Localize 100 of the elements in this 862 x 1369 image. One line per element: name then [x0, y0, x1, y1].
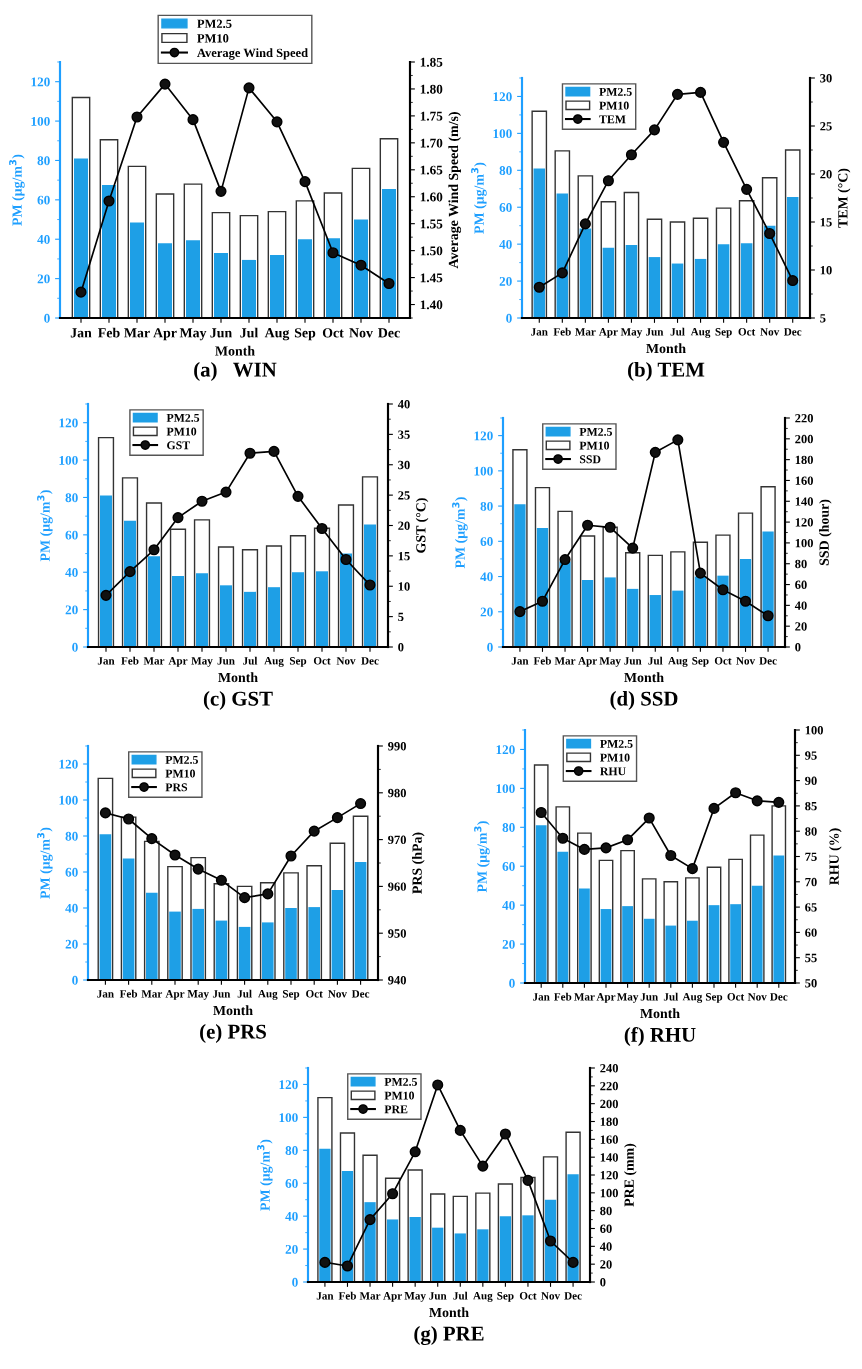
point — [364, 1214, 376, 1226]
point — [536, 595, 549, 607]
y2-tick-label: 200 — [795, 434, 813, 444]
bar — [242, 259, 256, 318]
point — [409, 1146, 421, 1158]
bar — [270, 254, 284, 318]
x-tick-label: Jun — [640, 993, 658, 1001]
bar — [649, 595, 661, 647]
x-tick-label: Jan — [533, 993, 550, 1001]
text: (g) PRE — [414, 1326, 484, 1346]
y2-tick-label: 15 — [820, 218, 832, 227]
y-tick-label: 80 — [65, 493, 78, 503]
bar — [354, 219, 368, 318]
y-tick-label: 120 — [59, 759, 78, 769]
y2-tick-label: 25 — [398, 491, 410, 500]
x-tick-label: Nov — [328, 990, 347, 998]
point — [268, 445, 280, 457]
y-tick-label: 0 — [506, 313, 512, 323]
bar — [331, 890, 344, 980]
point — [622, 834, 634, 846]
y-tick-label: 120 — [31, 77, 50, 87]
point — [477, 1160, 489, 1172]
y2-tick-label: 80 — [795, 559, 807, 569]
y-tick-label: 40 — [65, 568, 78, 577]
y-tick-label: 100 — [59, 455, 78, 465]
point — [187, 114, 199, 126]
bar — [671, 263, 684, 318]
x-tick-label: Jul — [240, 327, 259, 338]
bar — [708, 905, 720, 983]
point — [432, 1079, 444, 1091]
x-tick-label: Jun — [646, 328, 664, 336]
legend-label: PM2.5 — [599, 87, 632, 96]
point — [604, 521, 616, 533]
point — [123, 813, 135, 825]
x-axis-title: Month — [215, 345, 255, 356]
x-tick-label: Aug — [682, 993, 703, 1003]
bar — [74, 158, 88, 318]
point — [499, 1128, 511, 1140]
bar — [298, 239, 312, 318]
point — [762, 610, 774, 622]
bar — [454, 1233, 466, 1282]
y2-tick-label: 1.70 — [420, 138, 443, 148]
bar — [172, 575, 184, 647]
x-tick-label: Apr — [596, 993, 616, 1003]
x-tick-label: Jul — [648, 656, 663, 665]
x-tick-label: Dec — [770, 993, 788, 1001]
y2-tick-label: 60 — [795, 580, 807, 590]
y-tick-label: 40 — [502, 900, 515, 910]
point — [124, 566, 136, 578]
y2-tick-label: 60 — [600, 1224, 612, 1233]
point — [285, 850, 297, 862]
bar — [687, 920, 698, 983]
y2-tick-label: 55 — [805, 953, 817, 963]
x-tick-label: Apr — [383, 1292, 402, 1302]
y2-axis-title: SSD (hour) — [819, 499, 832, 566]
y2-tick-label: 100 — [795, 538, 813, 548]
y-tick-label: 20 — [480, 607, 493, 617]
y2-tick-label: 0 — [600, 1278, 606, 1287]
y2-tick-label: 960 — [388, 882, 406, 891]
x-tick-label: Jan — [97, 657, 115, 665]
x-tick-label: Mar — [143, 657, 165, 665]
point — [271, 116, 283, 128]
x-tick-label: Jan — [316, 1292, 334, 1300]
x-tick-label: Jun — [429, 1292, 447, 1300]
bar — [536, 528, 549, 647]
point — [244, 447, 256, 459]
legend-label: PM2.5 — [384, 1077, 418, 1086]
legend-label: PM2.5 — [579, 427, 613, 436]
y-tick-label: 60 — [502, 862, 515, 871]
legend-label: PM10 — [599, 101, 629, 110]
x-tick-label: Sep — [705, 993, 723, 1003]
x-tick-label: Aug — [473, 1292, 493, 1302]
x-tick-label: Sep — [289, 657, 307, 667]
point — [739, 595, 752, 607]
point — [567, 1256, 579, 1268]
y-tick-label: 80 — [37, 156, 50, 166]
y2-tick-label: 1.75 — [420, 111, 443, 121]
x-tick-label: May — [187, 990, 209, 1000]
bar — [238, 926, 251, 980]
y2-tick-label: 140 — [600, 1153, 618, 1162]
bar — [622, 906, 633, 983]
y2-tick-label: 950 — [388, 929, 406, 938]
x-tick-label: Mar — [574, 993, 595, 1001]
bar — [556, 193, 569, 318]
point — [215, 185, 227, 197]
bar — [579, 888, 590, 983]
x-tick-label: Aug — [264, 328, 290, 341]
y-tick-label: 20 — [37, 274, 50, 284]
y2-tick-label: 85 — [805, 801, 817, 811]
y2-axis-title: PRE (mm) — [624, 1143, 637, 1207]
x-tick-label: Jul — [237, 989, 252, 998]
point — [773, 796, 785, 808]
y-tick-label: 0 — [509, 978, 515, 988]
y2-tick-label: 160 — [600, 1135, 618, 1144]
legend-label: PM2.5 — [197, 19, 232, 29]
x-axis-title: Month — [640, 1008, 680, 1019]
y2-tick-label: 120 — [600, 1171, 618, 1180]
legend-label: TEM — [599, 115, 626, 124]
point — [718, 136, 730, 148]
x-tick-label: Aug — [690, 328, 711, 338]
